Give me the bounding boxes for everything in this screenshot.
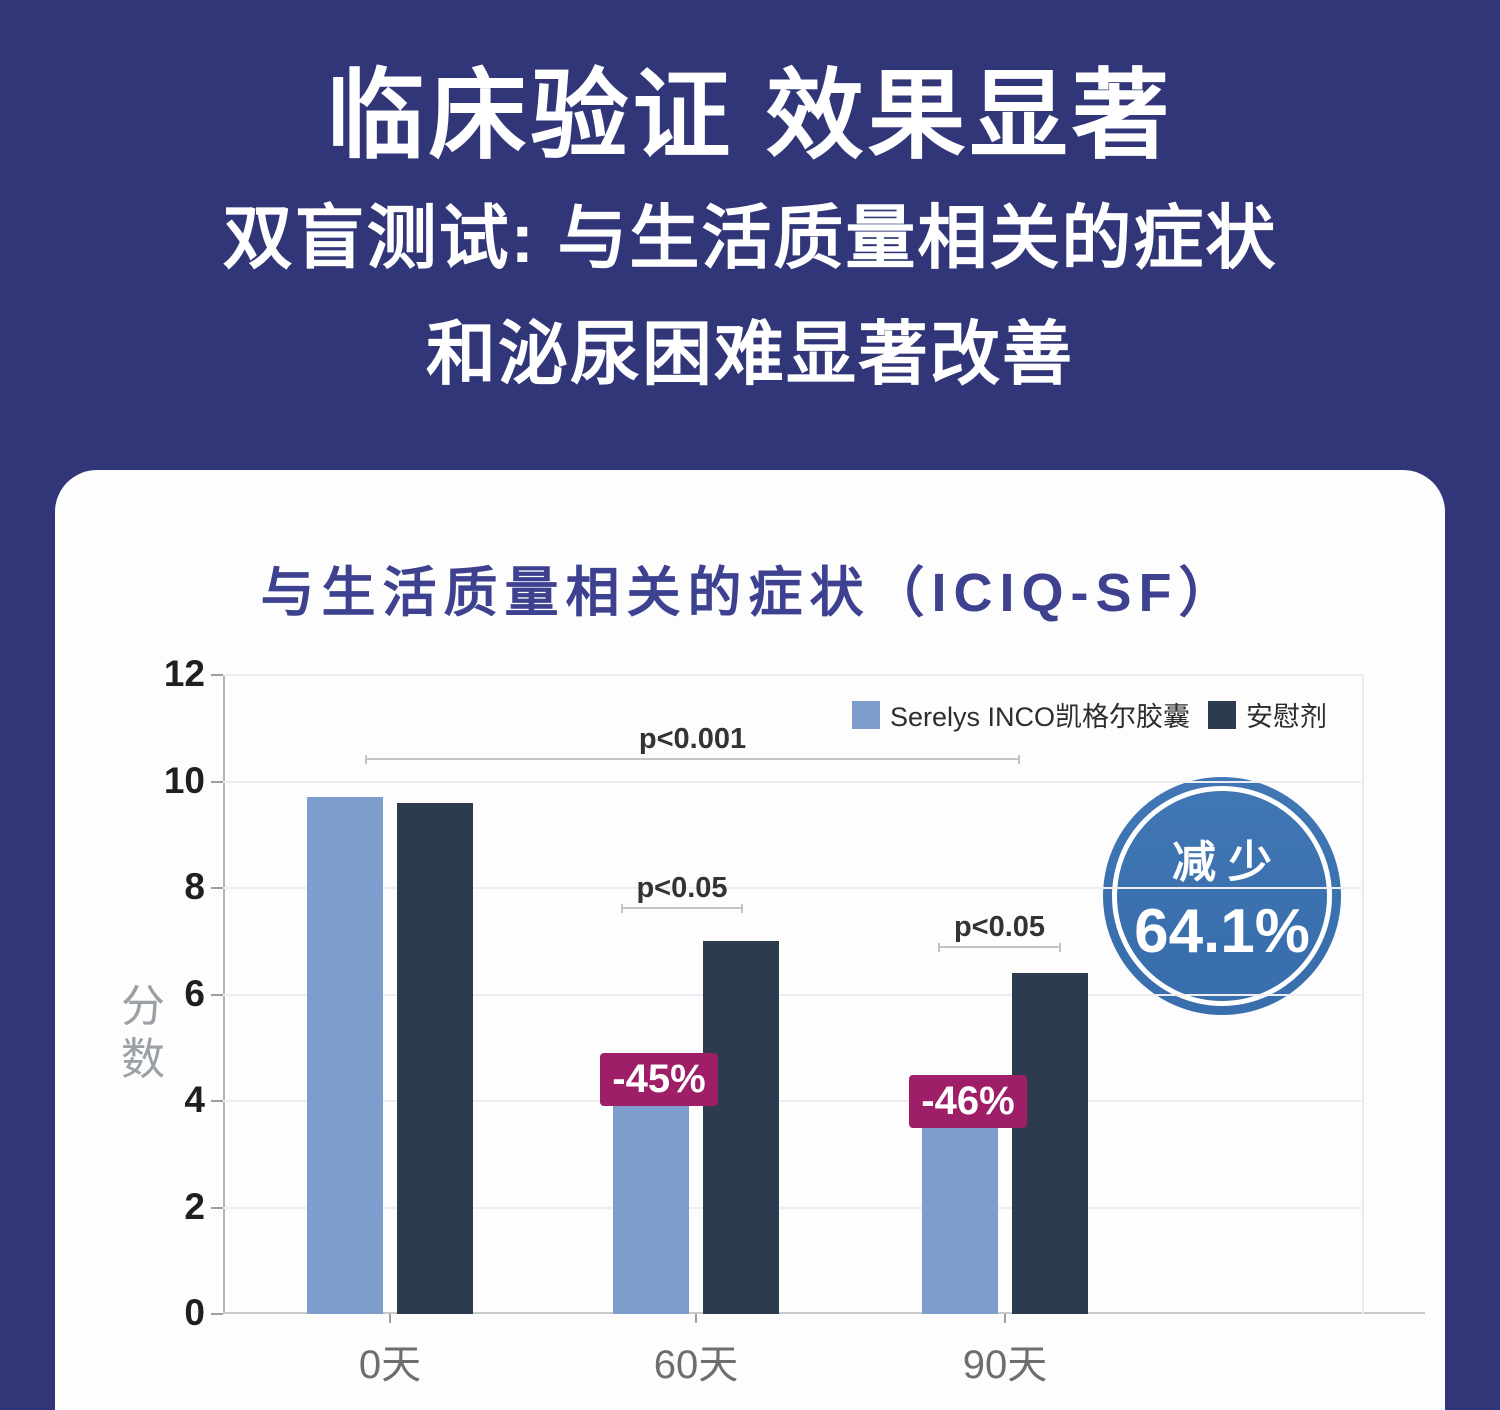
gridline — [223, 1100, 1363, 1102]
legend-swatch-serelys — [851, 700, 880, 729]
gridline — [223, 887, 1363, 889]
plot-right-border — [1362, 675, 1364, 1314]
y-tick-mark — [211, 1313, 223, 1315]
gridline — [223, 674, 1363, 676]
legend-item-placebo: 安慰剂 — [1208, 695, 1327, 734]
y-tick-mark — [211, 780, 223, 783]
bar-placebo-day0 — [397, 802, 473, 1314]
significance-label-2: p<0.05 — [953, 911, 1046, 943]
bar-placebo-day60 — [703, 941, 779, 1314]
reduction-badge-day60: -45% — [600, 1053, 718, 1107]
significance-bracket-1: p<0.05 — [621, 872, 743, 913]
main-title: 临床验证 效果显著 — [326, 60, 1174, 170]
gridline — [223, 780, 1363, 783]
significance-bracket-0: p<0.001 — [365, 723, 1020, 764]
y-tick-mark — [211, 1100, 223, 1102]
y-tick-mark — [211, 1206, 223, 1209]
bar-placebo-day90 — [1012, 973, 1088, 1314]
subtitle-line-1: 双盲测试: 与生活质量相关的症状 — [222, 199, 1278, 277]
y-tick-label: 6 — [184, 972, 205, 1014]
y-tick-label: 4 — [184, 1079, 205, 1120]
significance-label-1: p<0.05 — [636, 872, 728, 904]
bar-serelys-day90 — [922, 1127, 998, 1314]
legend-item-serelys: Serelys INCO凯格尔胶囊 — [851, 695, 1190, 734]
x-axis-label-day90: 90天 — [962, 1343, 1048, 1387]
x-tick-mark — [1004, 1314, 1006, 1323]
chart-legend: Serelys INCO凯格尔胶囊 安慰剂 — [851, 695, 1327, 734]
significance-bracket-2: p<0.05 — [938, 911, 1061, 952]
y-tick-label: 8 — [184, 866, 205, 907]
y-tick-label: 0 — [184, 1292, 205, 1333]
y-tick-label: 12 — [163, 653, 205, 694]
subtitle-line-2: 和泌尿困难显著改善 — [426, 315, 1074, 393]
gridline — [223, 1206, 1363, 1209]
significance-label-0: p<0.001 — [638, 723, 747, 755]
legend-label-serelys: Serelys INCO凯格尔胶囊 — [889, 702, 1190, 732]
legend-swatch-placebo — [1208, 700, 1236, 729]
y-tick-label: 2 — [184, 1185, 205, 1227]
x-axis-line — [223, 1312, 1425, 1314]
x-axis-label-day0: 0天 — [358, 1343, 422, 1387]
y-axis-label: 分数 — [121, 982, 165, 1084]
x-axis-label-day60: 60天 — [653, 1343, 739, 1387]
reduction-badge-day90: -46% — [909, 1074, 1027, 1128]
x-tick-mark — [389, 1314, 391, 1323]
legend-label-placebo: 安慰剂 — [1246, 702, 1327, 732]
x-tick-mark — [695, 1314, 697, 1323]
gridline — [223, 993, 1363, 996]
y-tick-mark — [211, 993, 223, 996]
y-tick-label: 10 — [163, 759, 205, 801]
chart-title: 与生活质量相关的症状（ICIQ-SF） — [260, 563, 1240, 623]
bar-serelys-day60 — [613, 1106, 689, 1314]
bar-serelys-day0 — [307, 797, 383, 1314]
y-tick-mark — [211, 887, 223, 889]
reduction-circle-badge: 减少 64.1% — [1103, 777, 1341, 1015]
y-tick-mark — [211, 674, 223, 676]
chart-plot-area: 分数 Serelys INCO凯格尔胶囊 安慰剂 减少 64.1% 0 2 4 6 8 1… — [121, 653, 1425, 1387]
reduction-badge-text: 减少 — [1172, 837, 1284, 887]
reduction-badge-percent: 64.1% — [1134, 896, 1310, 966]
